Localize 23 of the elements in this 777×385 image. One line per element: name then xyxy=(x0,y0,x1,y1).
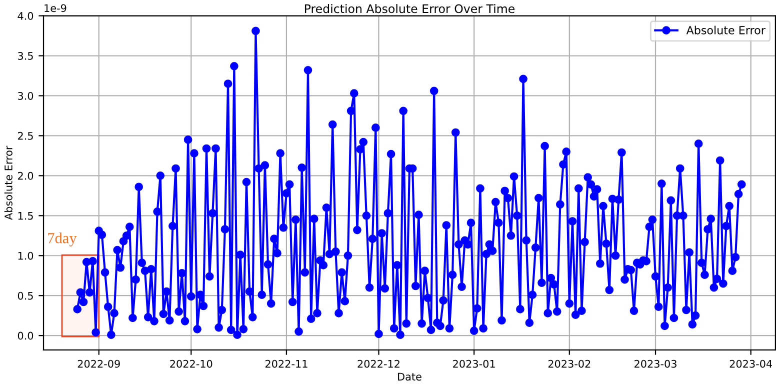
y-tick-label: 1.0 xyxy=(18,252,34,260)
chart-title: Prediction Absolute Error Over Time xyxy=(304,4,514,14)
y-tick-label: 2.5 xyxy=(18,132,33,140)
y-tick-label: 4.0 xyxy=(18,12,34,20)
y-tick-label: 0.5 xyxy=(18,292,33,300)
y-tick-label: 3.5 xyxy=(18,52,33,60)
y-tick-label: 1.5 xyxy=(18,212,33,220)
y-tick-label: 2.0 xyxy=(18,172,34,180)
x-tick-label: 2023-03 xyxy=(634,360,676,368)
x-tick-label: 2022-12 xyxy=(358,360,400,368)
y-tick-label: 3.0 xyxy=(18,92,34,100)
legend-label: Absolute Error xyxy=(686,26,766,34)
y-axis-title: Absolute Error xyxy=(4,146,12,220)
band-label: 7day xyxy=(48,232,77,246)
y-tick-label: 0.0 xyxy=(18,332,34,340)
x-tick-label: 2023-02 xyxy=(548,360,590,368)
x-tick-label: 2022-10 xyxy=(170,360,212,368)
x-tick-label: 2022-11 xyxy=(265,360,308,368)
text: 1e-9 xyxy=(44,4,66,12)
x-tick-label: 2023-04 xyxy=(730,360,772,368)
x-tick-label: 2022-09 xyxy=(78,360,120,368)
x-axis-title: Date xyxy=(398,372,422,381)
x-tick-label: 2023-01 xyxy=(453,360,495,368)
